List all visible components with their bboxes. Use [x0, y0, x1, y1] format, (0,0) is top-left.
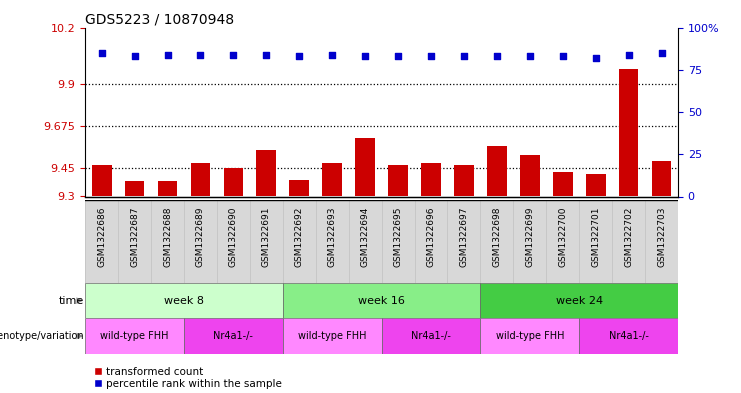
Text: GSM1322701: GSM1322701	[591, 206, 600, 267]
Text: week 24: week 24	[556, 296, 602, 306]
Text: week 16: week 16	[358, 296, 405, 306]
Text: wild-type FHH: wild-type FHH	[496, 331, 564, 341]
Text: GSM1322700: GSM1322700	[558, 206, 568, 267]
Bar	[388, 165, 408, 196]
Text: GSM1322703: GSM1322703	[657, 206, 666, 267]
Text: Nr4a1-/-: Nr4a1-/-	[213, 331, 253, 341]
Legend: transformed count, percentile rank within the sample: transformed count, percentile rank withi…	[90, 363, 286, 393]
Text: wild-type FHH: wild-type FHH	[100, 331, 169, 341]
Bar	[579, 318, 678, 354]
Bar	[190, 163, 210, 196]
Point	[524, 53, 536, 59]
Bar	[124, 182, 144, 196]
Point	[227, 51, 239, 58]
Bar	[454, 165, 473, 196]
Point	[162, 51, 173, 58]
Bar	[480, 318, 579, 354]
Bar	[322, 163, 342, 196]
Text: GSM1322686: GSM1322686	[97, 206, 106, 267]
Point	[622, 51, 634, 58]
Text: GSM1322688: GSM1322688	[163, 206, 172, 267]
Bar	[619, 69, 639, 196]
Bar	[224, 168, 243, 196]
Point	[656, 50, 668, 56]
Point	[293, 53, 305, 59]
Point	[425, 53, 437, 59]
Bar	[586, 174, 605, 196]
Text: GSM1322690: GSM1322690	[229, 206, 238, 267]
Text: genotype/variation: genotype/variation	[0, 331, 84, 341]
Text: week 8: week 8	[164, 296, 204, 306]
Point	[359, 53, 371, 59]
Bar	[256, 150, 276, 196]
Point	[458, 53, 470, 59]
Text: GSM1322691: GSM1322691	[262, 206, 271, 267]
Text: GSM1322698: GSM1322698	[492, 206, 502, 267]
Bar	[290, 180, 309, 196]
Bar	[283, 318, 382, 354]
Bar	[487, 146, 507, 196]
Point	[195, 51, 207, 58]
Bar	[283, 283, 480, 318]
Text: GSM1322697: GSM1322697	[459, 206, 468, 267]
Bar	[85, 283, 283, 318]
Bar	[92, 165, 112, 196]
Point	[326, 51, 338, 58]
Text: GSM1322687: GSM1322687	[130, 206, 139, 267]
Bar	[355, 138, 375, 196]
Point	[590, 55, 602, 61]
Point	[260, 51, 272, 58]
Text: time: time	[59, 296, 84, 306]
Point	[129, 53, 141, 59]
Point	[556, 53, 568, 59]
Bar	[421, 163, 441, 196]
Bar	[382, 318, 480, 354]
Bar	[480, 283, 678, 318]
Bar	[520, 155, 539, 196]
Point	[491, 53, 503, 59]
Text: GSM1322694: GSM1322694	[361, 206, 370, 266]
Text: GSM1322693: GSM1322693	[328, 206, 336, 267]
Point	[96, 50, 107, 56]
Text: Nr4a1-/-: Nr4a1-/-	[411, 331, 451, 341]
Text: GSM1322692: GSM1322692	[295, 206, 304, 266]
Text: Nr4a1-/-: Nr4a1-/-	[608, 331, 648, 341]
Bar	[85, 318, 184, 354]
Text: GSM1322696: GSM1322696	[427, 206, 436, 267]
Text: wild-type FHH: wild-type FHH	[298, 331, 367, 341]
Bar	[184, 318, 283, 354]
Bar	[158, 182, 177, 196]
Bar	[651, 161, 671, 196]
Text: GSM1322702: GSM1322702	[624, 206, 633, 266]
Bar	[553, 172, 573, 196]
Text: GSM1322689: GSM1322689	[196, 206, 205, 267]
Text: GSM1322695: GSM1322695	[393, 206, 402, 267]
Point	[392, 53, 404, 59]
Text: GDS5223 / 10870948: GDS5223 / 10870948	[85, 12, 234, 26]
Text: GSM1322699: GSM1322699	[525, 206, 534, 267]
